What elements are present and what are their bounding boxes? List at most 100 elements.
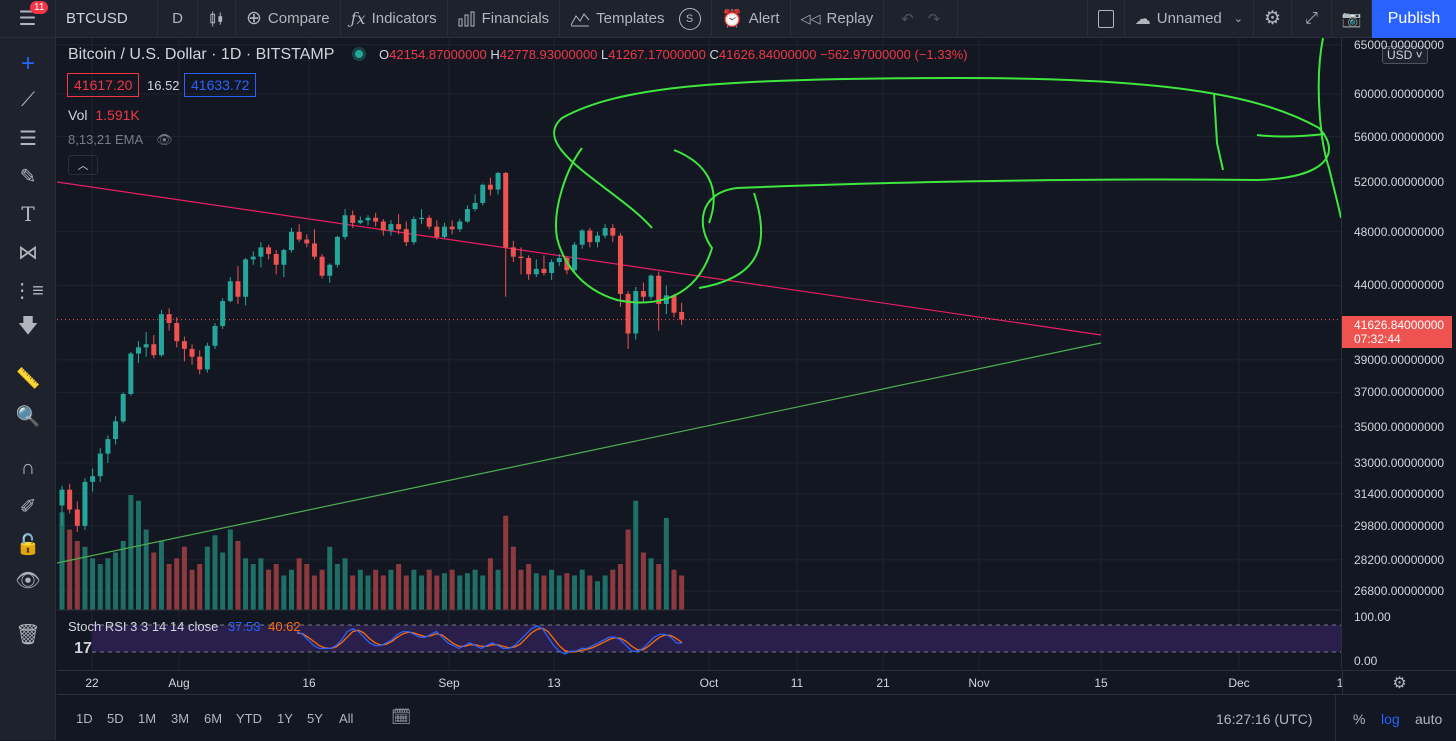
magnet-tool[interactable]: ∩ xyxy=(0,450,56,486)
price-chart[interactable] xyxy=(57,38,1341,670)
range-button-1y[interactable]: 1Y xyxy=(277,711,293,726)
layout-name-button[interactable]: ☁ Unnamed ⌄ xyxy=(1125,0,1254,38)
range-button-ytd[interactable]: YTD xyxy=(236,711,262,726)
time-tick-label: Sep xyxy=(438,676,460,690)
price-tick-label: 31400.00000000 xyxy=(1354,486,1445,501)
candle-body xyxy=(357,220,363,223)
lock-drawing-tool[interactable]: ✐ xyxy=(0,488,56,524)
zoom-tool[interactable]: 🔍 xyxy=(0,398,56,434)
select-layout-button[interactable] xyxy=(1086,0,1125,38)
volume-bar xyxy=(648,558,654,610)
volume-bar xyxy=(396,564,402,610)
publish-button[interactable]: Publish xyxy=(1372,0,1456,38)
candle-body xyxy=(617,235,623,294)
buy-price-button[interactable]: 41633.72 xyxy=(184,73,257,97)
indicators-button[interactable]: ƒx Indicators xyxy=(341,0,448,38)
currency-selector[interactable]: USD ˅ xyxy=(1382,46,1428,64)
financials-button[interactable]: Financials xyxy=(448,0,561,38)
crosshair-tool[interactable]: + xyxy=(0,46,56,82)
main-menu-button[interactable]: ☰ 11 xyxy=(0,0,56,38)
volume-bar xyxy=(220,552,226,610)
candle-body xyxy=(128,353,134,395)
prediction-tool[interactable]: ⋮≡ xyxy=(0,272,56,308)
volume-bar xyxy=(549,569,555,610)
utc-clock[interactable]: 16:27:16 (UTC) xyxy=(1216,711,1313,727)
alert-label: Alert xyxy=(748,10,780,27)
more-tools[interactable]: 🡇 xyxy=(0,310,56,346)
replay-button[interactable]: ◁◁ Replay xyxy=(791,0,885,38)
candle-body xyxy=(74,509,80,526)
percent-scale-toggle[interactable]: % xyxy=(1353,711,1366,727)
volume-bar xyxy=(617,564,623,610)
text-tool[interactable]: T xyxy=(0,196,56,232)
candle-body xyxy=(97,453,103,477)
auto-scale-toggle[interactable]: auto xyxy=(1415,711,1443,727)
volume-bar xyxy=(296,558,302,610)
range-button-5d[interactable]: 5D xyxy=(107,711,124,726)
candle-body xyxy=(625,293,631,334)
symbol-search-button[interactable]: BTCUSD xyxy=(56,0,158,38)
candle-body xyxy=(220,301,226,327)
fullscreen-button[interactable]: ⤢ xyxy=(1292,0,1332,38)
redo-icon[interactable]: ↷ xyxy=(927,10,941,28)
axis-settings-button[interactable]: ⚙ xyxy=(1342,670,1456,694)
log-scale-toggle[interactable]: log xyxy=(1381,711,1400,727)
candle-body xyxy=(549,262,555,273)
volume-bar xyxy=(327,546,333,610)
time-tick-label: 13 xyxy=(547,676,561,690)
candle-body xyxy=(503,172,509,248)
candle-body xyxy=(656,275,662,304)
snapshot-button[interactable]: 📷 xyxy=(1332,0,1372,38)
pattern-tool[interactable]: ⋈ xyxy=(0,234,56,270)
range-button-1m[interactable]: 1M xyxy=(138,711,157,726)
sell-price-button[interactable]: 41617.20 xyxy=(67,73,140,97)
compare-label: Compare xyxy=(267,10,330,27)
alert-button[interactable]: ⏰ Alert xyxy=(712,0,791,38)
templates-button[interactable]: Templates S xyxy=(560,0,712,38)
price-axis[interactable]: USD ˅ 41626.84000000 07:32:44 100.00 0.0… xyxy=(1341,38,1456,670)
chart-type-button[interactable] xyxy=(198,0,236,38)
remove-drawings-tool[interactable]: 🗑 xyxy=(0,616,56,652)
bar-chart-icon xyxy=(458,11,475,26)
date-range-button[interactable]: 🗓 xyxy=(391,707,411,727)
hide-drawings-tool[interactable]: 👁 xyxy=(0,562,56,598)
volume-bar xyxy=(166,564,172,610)
candle-body xyxy=(411,219,417,243)
lock-all-tool[interactable]: 🔓 xyxy=(0,526,56,562)
price-tick-label: 26800.00000000 xyxy=(1354,584,1445,599)
brush-tool[interactable]: ✎ xyxy=(0,158,56,194)
settings-button[interactable]: ⚙ xyxy=(1254,0,1292,38)
volume-bar xyxy=(319,569,325,610)
candle-body xyxy=(449,226,455,230)
brush-icon: ✎ xyxy=(19,165,37,188)
price-tick-label: 48000.00000000 xyxy=(1354,224,1445,239)
range-button-6m[interactable]: 6M xyxy=(204,711,223,726)
undo-icon[interactable]: ↶ xyxy=(901,10,914,28)
volume-bar xyxy=(128,495,134,610)
drawing-stroke xyxy=(1213,92,1224,171)
time-axis[interactable]: 22 Aug 16 Sep 13 Oct 11 21 Nov 15 Dec 1 xyxy=(57,670,1343,694)
candle-body xyxy=(518,256,524,259)
range-button-1d[interactable]: 1D xyxy=(76,711,93,726)
top-toolbar: ☰ 11 BTCUSD D ⊕ Compare ƒx Indicators Fi… xyxy=(0,0,1456,38)
collapse-legend-button[interactable]: ︿ xyxy=(68,155,98,175)
eye-hidden-icon[interactable]: 👁 xyxy=(156,132,173,147)
volume-bar xyxy=(258,558,264,610)
volume-bar xyxy=(602,575,608,610)
compare-button[interactable]: ⊕ Compare xyxy=(236,0,341,38)
candle-body xyxy=(212,326,218,346)
volume-bar xyxy=(403,575,409,610)
range-button-3m[interactable]: 3M xyxy=(171,711,190,726)
range-button-5y[interactable]: 5Y xyxy=(307,711,323,726)
candle-body xyxy=(564,258,570,271)
fib-tool[interactable]: ☰ xyxy=(0,120,56,156)
volume-bar xyxy=(143,529,149,610)
range-button-all[interactable]: All xyxy=(339,711,354,726)
trendline-tool[interactable]: ⟋ xyxy=(0,82,56,118)
interval-button[interactable]: D xyxy=(158,0,198,38)
ruler-tool[interactable]: 📏 xyxy=(0,360,56,396)
candle-body xyxy=(174,323,180,342)
candle-body xyxy=(82,481,88,526)
volume-bar xyxy=(579,569,585,610)
candle-body xyxy=(311,243,317,257)
